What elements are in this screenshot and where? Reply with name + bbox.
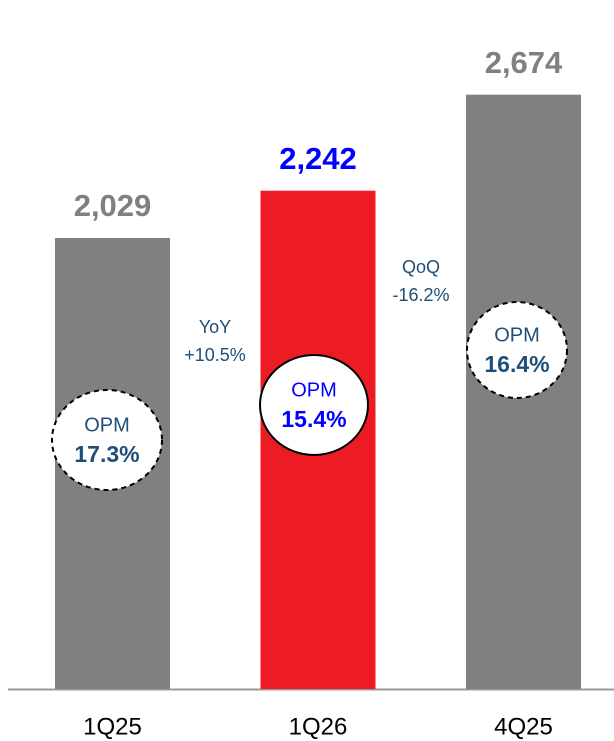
opm-label: OPM [494, 324, 540, 346]
opm-value: 15.4% [281, 406, 346, 432]
opm-circle [259, 354, 369, 456]
opm-label: OPM [291, 379, 337, 401]
x-tick-label: 1Q25 [83, 713, 142, 740]
x-tick-label: 4Q25 [494, 713, 553, 740]
opm-circle [51, 389, 163, 491]
value-label: 2,674 [485, 45, 563, 80]
change-label: QoQ [402, 257, 440, 277]
value-label: 2,029 [74, 188, 152, 223]
opm-value: 16.4% [484, 351, 549, 377]
opm-circle [466, 301, 568, 399]
x-tick-label: 1Q26 [289, 713, 348, 740]
change-label: YoY [199, 317, 231, 337]
change-value: -16.2% [392, 285, 449, 305]
opm-value: 17.3% [74, 441, 139, 467]
value-label: 2,242 [279, 141, 357, 176]
change-value: +10.5% [184, 345, 246, 365]
opm-label: OPM [84, 414, 130, 436]
